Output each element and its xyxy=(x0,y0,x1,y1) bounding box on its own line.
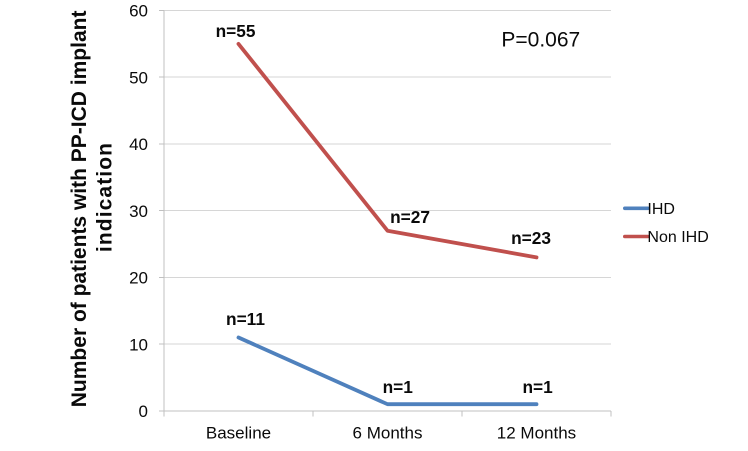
svg-text:6 Months: 6 Months xyxy=(353,424,423,443)
svg-text:indication: indication xyxy=(94,142,117,252)
svg-text:10: 10 xyxy=(129,335,148,354)
svg-text:40: 40 xyxy=(129,135,148,154)
svg-text:n=23: n=23 xyxy=(511,228,551,248)
svg-text:12 Months: 12 Months xyxy=(497,424,576,443)
svg-text:60: 60 xyxy=(129,2,148,21)
svg-text:30: 30 xyxy=(129,202,148,221)
svg-text:P=0.067: P=0.067 xyxy=(501,28,580,51)
svg-text:20: 20 xyxy=(129,269,148,288)
svg-text:Baseline: Baseline xyxy=(206,424,271,443)
svg-text:n=11: n=11 xyxy=(226,309,265,329)
svg-text:IHD: IHD xyxy=(647,201,675,218)
svg-text:Non IHD: Non IHD xyxy=(647,229,708,246)
svg-text:n=1: n=1 xyxy=(522,377,553,397)
svg-text:0: 0 xyxy=(139,402,148,421)
svg-text:n=1: n=1 xyxy=(383,377,414,397)
svg-text:Number of patients with PP-ICD: Number of patients with PP-ICD implant xyxy=(68,11,91,408)
svg-text:n=55: n=55 xyxy=(216,21,256,41)
svg-text:n=27: n=27 xyxy=(390,207,430,227)
svg-text:50: 50 xyxy=(129,68,148,87)
